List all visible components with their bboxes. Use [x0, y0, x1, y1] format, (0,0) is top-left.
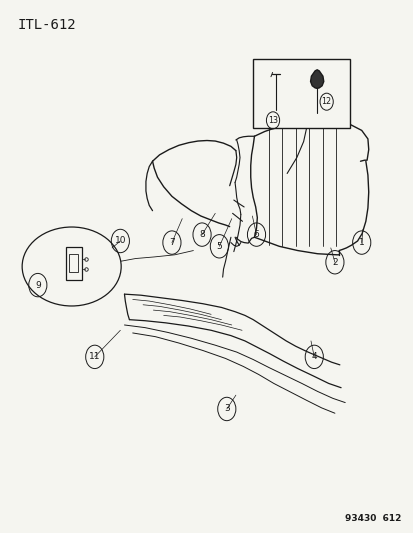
Text: 13: 13 [267, 116, 278, 125]
Text: 12: 12 [321, 97, 331, 106]
Bar [253, 59, 349, 128]
Bar [66, 247, 81, 280]
Bar [69, 254, 78, 272]
Text: 3: 3 [223, 405, 229, 414]
Text: 6: 6 [253, 230, 259, 239]
Text: 1: 1 [358, 238, 364, 247]
Text: 5: 5 [216, 242, 222, 251]
Text: 11: 11 [89, 352, 100, 361]
Text: 2: 2 [331, 258, 337, 266]
Text: 93430  612: 93430 612 [344, 514, 400, 523]
Text: 10: 10 [114, 237, 126, 246]
Text: 7: 7 [169, 238, 174, 247]
Text: 8: 8 [199, 230, 204, 239]
Text: 9: 9 [35, 280, 40, 289]
Text: ITL-612: ITL-612 [17, 18, 76, 31]
Text: 4: 4 [311, 352, 316, 361]
Polygon shape [310, 70, 323, 88]
